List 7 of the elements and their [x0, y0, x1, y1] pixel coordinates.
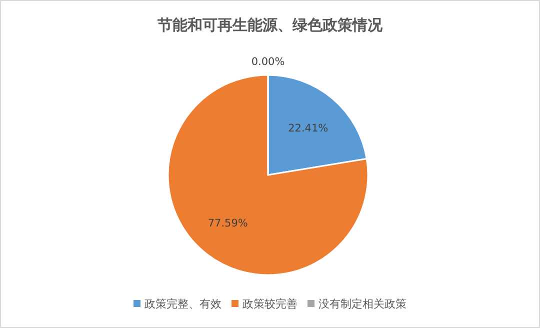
chart-title: 节能和可再生能源、绿色政策情况: [156, 16, 384, 34]
legend-label: 没有制定相关政策: [318, 298, 406, 310]
text: 0.00%: [251, 56, 285, 68]
legend-label: 政策完整、有效: [144, 298, 222, 310]
data-label: 22.41%: [288, 122, 328, 135]
legend-label: 政策较完善: [242, 298, 298, 310]
data-label: 77.59%: [208, 217, 248, 230]
